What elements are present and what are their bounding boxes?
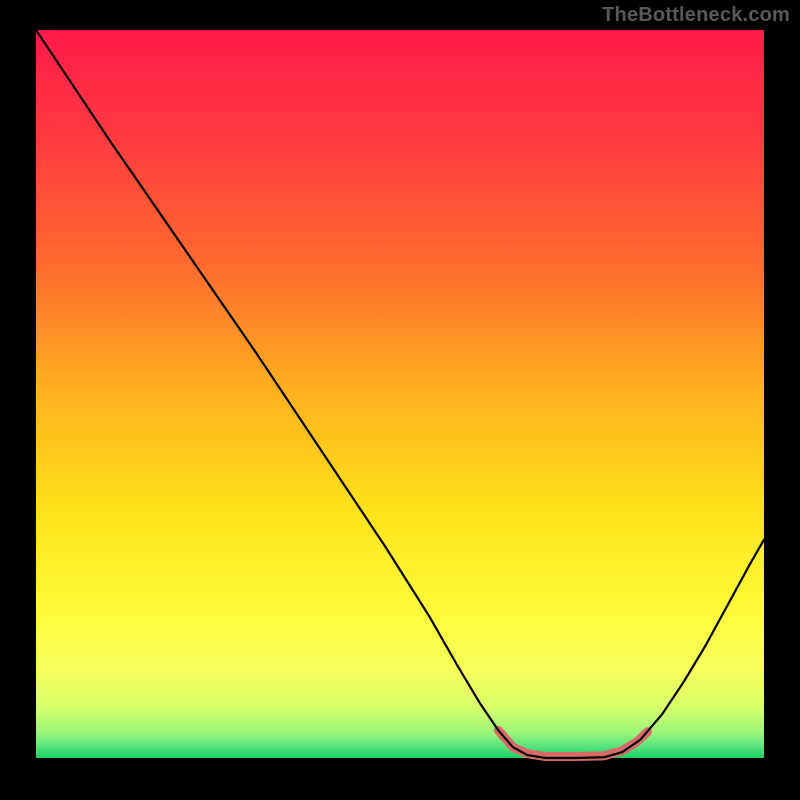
bottleneck-chart bbox=[0, 0, 800, 800]
plot-background bbox=[36, 30, 764, 758]
watermark-text: TheBottleneck.com bbox=[602, 4, 790, 27]
